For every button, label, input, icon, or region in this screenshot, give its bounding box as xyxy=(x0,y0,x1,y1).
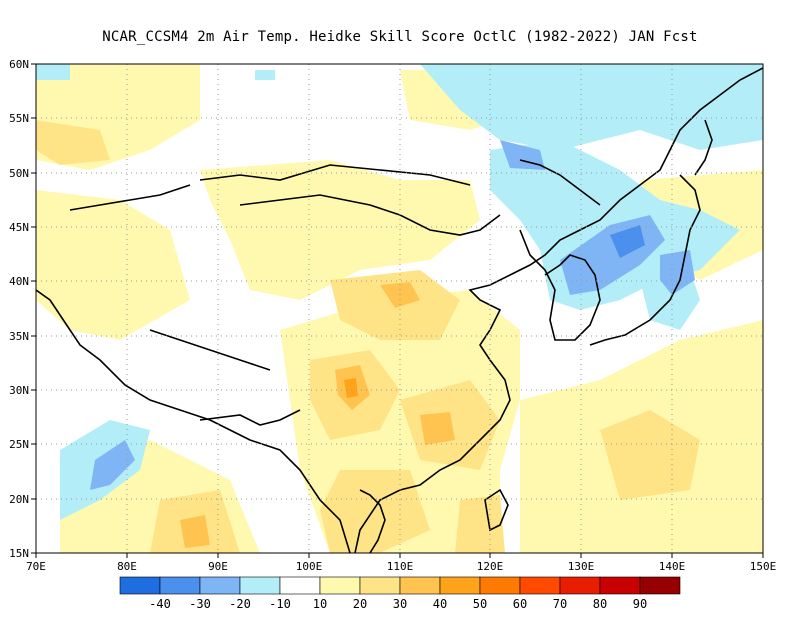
colorbar-swatch xyxy=(199,576,241,595)
colorbar-swatch xyxy=(399,576,441,595)
lat-tick-label: 35N xyxy=(9,330,29,343)
lat-tick-label: 45N xyxy=(9,221,29,234)
lat-tick-label: 40N xyxy=(9,275,29,288)
map-title: NCAR_CCSM4 2m Air Temp. Heidke Skill Sco… xyxy=(102,29,698,45)
lon-tick-label: 100E xyxy=(296,560,323,573)
colorbar-swatch xyxy=(359,576,401,595)
lat-tick-label: 15N xyxy=(9,547,29,560)
colorbar-label: -20 xyxy=(229,597,251,611)
lon-tick-label: 130E xyxy=(568,560,595,573)
colorbar-label: -10 xyxy=(269,597,291,611)
lat-tick-label: 20N xyxy=(9,493,29,506)
colorbar-swatch xyxy=(439,576,481,595)
colorbar-swatch xyxy=(119,576,161,595)
colorbar-swatch xyxy=(279,576,321,595)
shaded-regions xyxy=(36,64,763,553)
lon-tick-label: 120E xyxy=(477,560,504,573)
colorbar-swatch xyxy=(599,576,641,595)
colorbar-label: 10 xyxy=(313,597,327,611)
colorbar-swatch xyxy=(479,576,521,595)
lat-tick-label: 60N xyxy=(9,58,29,71)
lat-labels: 15N 20N 25N 30N 35N 40N 45N 50N 55N 60N xyxy=(9,58,29,560)
colorbar-labels: -40 -30 -20 -10 10 20 30 40 50 60 70 80 90 xyxy=(149,597,647,611)
colorbar-label: 80 xyxy=(593,597,607,611)
lon-tick-label: 90E xyxy=(208,560,228,573)
gridlines xyxy=(36,64,763,553)
colorbar xyxy=(119,576,681,595)
colorbar-swatch xyxy=(639,576,681,595)
colorbar-swatch xyxy=(519,576,561,595)
lon-tick-label: 150E xyxy=(750,560,777,573)
lon-labels: 70E 80E 90E 100E 110E 120E 130E 140E 150… xyxy=(26,560,776,573)
lat-tick-label: 55N xyxy=(9,112,29,125)
colorbar-label: 40 xyxy=(433,597,447,611)
lat-tick-label: 30N xyxy=(9,384,29,397)
colorbar-label: 20 xyxy=(353,597,367,611)
colorbar-label: 90 xyxy=(633,597,647,611)
lon-tick-label: 70E xyxy=(26,560,46,573)
colorbar-label: -30 xyxy=(189,597,211,611)
colorbar-label: 70 xyxy=(553,597,567,611)
lon-tick-label: 80E xyxy=(117,560,137,573)
lon-tick-label: 140E xyxy=(659,560,686,573)
colorbar-label: 50 xyxy=(473,597,487,611)
colorbar-label: 30 xyxy=(393,597,407,611)
lon-tick-label: 110E xyxy=(387,560,414,573)
coastlines xyxy=(36,67,763,553)
colorbar-label: -40 xyxy=(149,597,171,611)
colorbar-label: 60 xyxy=(513,597,527,611)
lat-tick-label: 50N xyxy=(9,167,29,180)
tick-marks xyxy=(31,63,764,558)
lat-tick-label: 25N xyxy=(9,438,29,451)
colorbar-swatch xyxy=(319,576,361,595)
colorbar-swatch xyxy=(159,576,201,595)
colorbar-swatch xyxy=(559,576,601,595)
colorbar-swatch xyxy=(239,576,281,595)
